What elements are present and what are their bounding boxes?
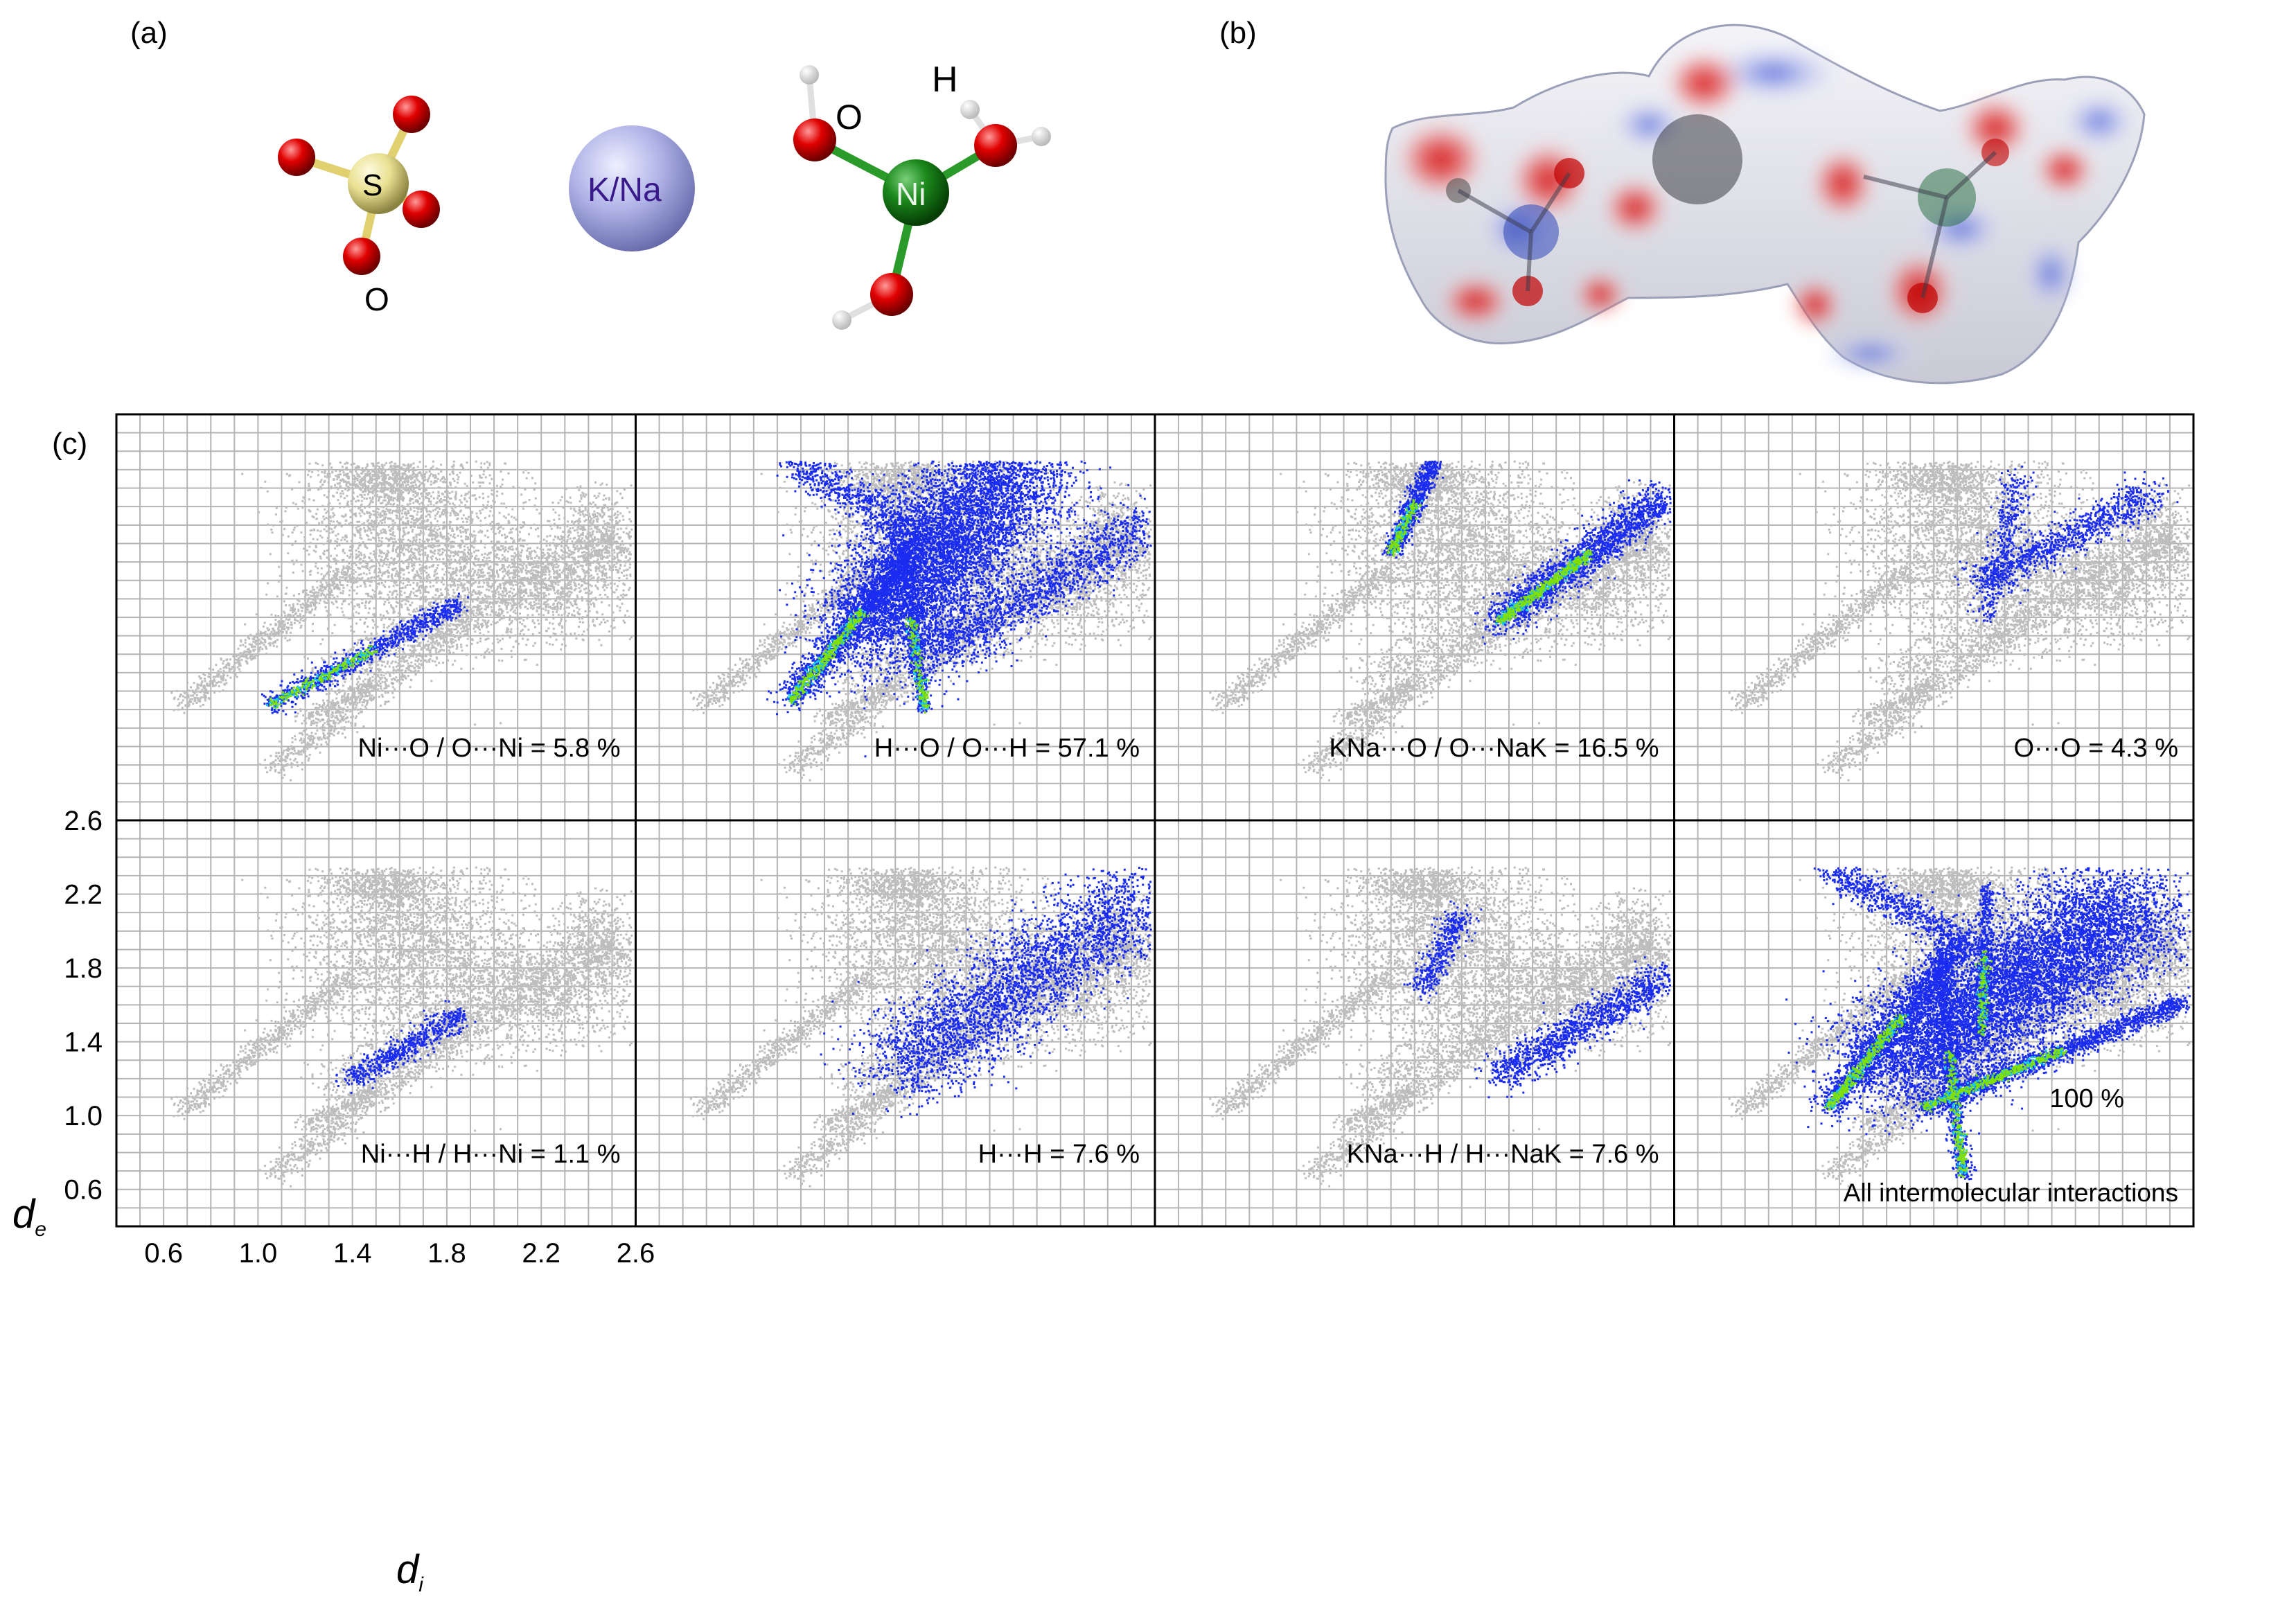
highlight-points	[1954, 466, 2179, 623]
panel-label: All intermolecular interactions	[1844, 1179, 2178, 1207]
panel-label: H···H = 7.6 %	[978, 1140, 1140, 1169]
y-axis-ticks: 2.6 2.2 1.8 1.4 1.0 0.6	[64, 806, 103, 1206]
nickel-label: Ni	[896, 176, 926, 212]
highlight-points	[335, 1000, 477, 1094]
y-tick-label: 1.4	[64, 1027, 103, 1058]
cation-atom: K/Na	[569, 125, 695, 252]
fingerprint-panel-ni-o: Ni···O / O···Ni = 5.8 %	[115, 413, 637, 822]
panel-label: KNa···H / H···NaK = 7.6 %	[1347, 1140, 1659, 1169]
x-axis-ticks: 0.6 1.0 1.4 1.8 2.2 2.6	[144, 1238, 655, 1269]
sulfate-molecule: S O	[278, 96, 440, 317]
highlight-peak-points	[269, 644, 378, 709]
highlight-dense-points	[1824, 954, 2067, 1176]
y-axis-subscript: e	[35, 1218, 46, 1241]
x-axis-symbol: d	[396, 1547, 420, 1592]
hirshfeld-surface	[1384, 24, 2146, 385]
x-tick-label: 1.4	[333, 1238, 372, 1269]
panel-label-a: (a)	[130, 16, 168, 50]
highlight-points	[820, 867, 1152, 1118]
y-tick-label: 2.2	[64, 880, 103, 910]
fingerprint-panel-h-o: H···O / O···H = 57.1 %	[635, 413, 1156, 822]
highlight-points	[1403, 900, 1671, 1099]
hydrogen-label: H	[932, 60, 958, 100]
panel-label: O···O = 4.3 %	[2013, 734, 2178, 763]
highlight-points	[766, 460, 1152, 758]
x-axis-label: di	[396, 1547, 424, 1596]
fingerprint-plots: Ni···O / O···Ni = 5.8 % H···O / O···H = 5…	[115, 413, 2195, 1228]
x-tick-label: 1.0	[239, 1238, 278, 1269]
hydrogen-atom	[832, 310, 851, 330]
sulfur-label: S	[362, 168, 382, 202]
panel-b: (b)	[1219, 16, 2146, 385]
hydrogen-atom	[800, 65, 819, 85]
fingerprint-panel-ni-h: Ni···H / H···Ni = 1.1 %	[115, 819, 637, 1228]
nickel-atom	[883, 159, 949, 226]
y-tick-label: 2.6	[64, 806, 103, 836]
fingerprint-axes: 2.62.21.81.41.00.6 0.6 1.0 1.4 1.8 2.2 2.6 de…	[12, 806, 655, 1596]
oxygen-label-sulfate: O	[364, 281, 389, 317]
oxygen-atom	[343, 238, 380, 275]
oxygen-atom	[403, 191, 440, 228]
x-tick-label: 0.6	[144, 1238, 183, 1269]
fingerprint-panel-o-o: O···O = 4.3 %	[1673, 413, 2195, 822]
highlight-points	[1381, 460, 1672, 645]
fingerprint-panel-all: 100 % All intermolecular interactions	[1673, 819, 2195, 1228]
highlight-dense-points	[266, 645, 378, 709]
sulfur-atom	[348, 153, 409, 214]
panel-percent-label: 100 %	[2049, 1084, 2124, 1113]
x-tick-label: 2.2	[522, 1238, 560, 1269]
fingerprint-panel-kna-o: KNa···O / O···NaK = 16.5 %	[1154, 413, 1675, 822]
panel-label: Ni···O / O···Ni = 5.8 %	[358, 734, 621, 763]
y-tick-label: 0.6	[64, 1175, 103, 1206]
panel-label: Ni···H / H···Ni = 1.1 %	[361, 1140, 621, 1169]
x-tick-label: 2.6	[617, 1238, 655, 1269]
panel-label-c: (c)	[52, 427, 87, 461]
oxygen-atom	[278, 139, 315, 176]
oxygen-atom	[974, 124, 1017, 167]
panel-border	[1673, 819, 2195, 1228]
oxygen-label-complex: O	[836, 98, 863, 136]
oxygen-atom	[793, 118, 836, 161]
panel-c: (c) Ni···O / O···Ni = 5.8 % H···O / O···H…	[12, 413, 2195, 1596]
panel-a: (a) S O K/Na	[130, 16, 1051, 330]
x-tick-label: 1.8	[427, 1238, 466, 1269]
hydrogen-atom	[960, 100, 980, 119]
cation-label: K/Na	[588, 172, 662, 209]
y-axis-label: de	[12, 1192, 46, 1241]
y-tick-label: 1.8	[64, 953, 103, 984]
x-axis-subscript: i	[418, 1573, 424, 1596]
oxygen-atom	[393, 96, 430, 133]
y-axis-symbol: d	[12, 1192, 36, 1237]
nickel-aqua-complex: Ni O H	[793, 60, 1051, 330]
y-tick-label: 1.0	[64, 1101, 103, 1131]
panel-label: H···O / O···H = 57.1 %	[874, 734, 1140, 763]
oxygen-atom	[870, 273, 913, 316]
panel-label: KNa···O / O···NaK = 16.5 %	[1329, 734, 1659, 763]
highlight-points	[1785, 866, 2191, 1181]
fingerprint-panel-h-h: H···H = 7.6 %	[635, 819, 1156, 1228]
panel-label-b: (b)	[1219, 16, 1257, 50]
fingerprint-panel-kna-h: KNa···H / H···NaK = 7.6 %	[1154, 819, 1675, 1228]
hydrogen-atom	[1032, 127, 1051, 146]
